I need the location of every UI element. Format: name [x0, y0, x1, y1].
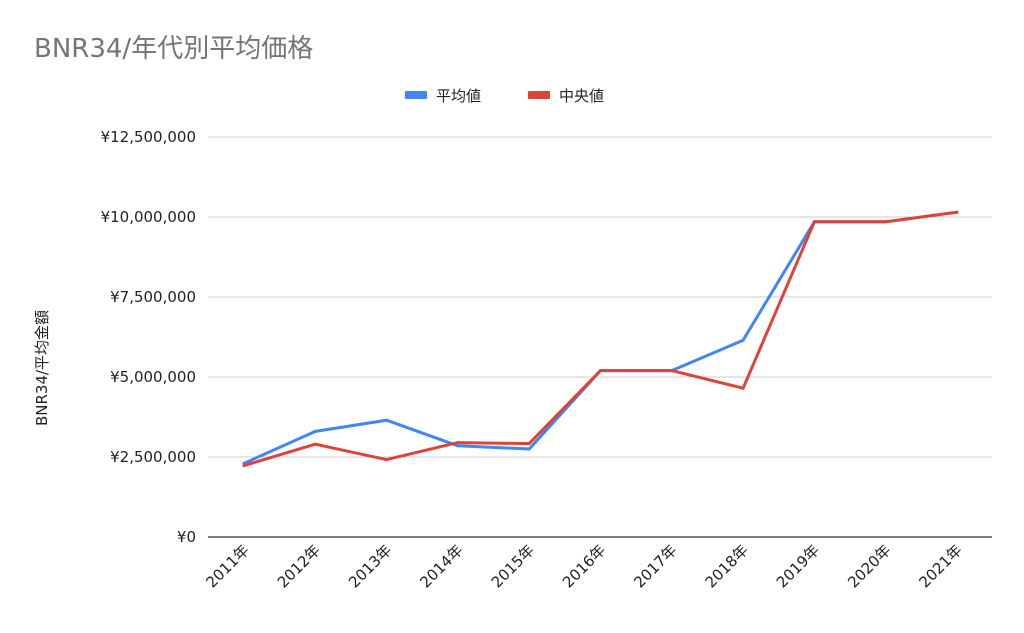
x-tick-label: 2016年 [559, 541, 609, 591]
data-point [741, 338, 745, 342]
x-tick-label: 2019年 [773, 541, 823, 591]
data-point [456, 444, 460, 448]
x-tick-label: 2017年 [630, 541, 680, 591]
y-tick-label: ¥12,500,000 [101, 128, 196, 146]
y-tick-label: ¥0 [177, 528, 196, 546]
x-tick-label: 2013年 [345, 541, 395, 591]
y-tick-label: ¥7,500,000 [110, 288, 196, 306]
chart-title: BNR34/年代別平均価格 [34, 34, 313, 64]
x-tick-label: 2011年 [202, 541, 252, 591]
legend-label: 中央値 [559, 87, 604, 105]
data-point [313, 442, 317, 446]
data-point [599, 369, 602, 373]
legend: 平均値 中央値 [405, 87, 604, 105]
data-point [456, 441, 460, 445]
data-point [741, 386, 745, 390]
y-axis-ticks: ¥0 ¥2,500,000 ¥5,000,000 ¥7,500,000 ¥10,000,… [101, 128, 196, 546]
x-tick-label: 2018年 [702, 541, 752, 591]
legend-swatch [405, 91, 427, 99]
series-lines [242, 210, 959, 468]
data-point [385, 418, 389, 422]
data-point [955, 210, 959, 214]
x-tick-label: 2015年 [488, 541, 538, 591]
data-point [385, 458, 389, 462]
data-point [670, 369, 674, 373]
data-point [884, 220, 888, 224]
gridlines [208, 136, 992, 538]
legend-label: 平均値 [436, 87, 481, 105]
x-tick-label: 2021年 [915, 541, 965, 591]
data-point [527, 447, 531, 451]
y-tick-label: ¥2,500,000 [110, 448, 196, 466]
x-tick-label: 2020年 [844, 541, 894, 591]
y-axis-label: BNR34/平均金額 [33, 310, 51, 426]
x-tick-label: 2012年 [274, 541, 324, 591]
data-point [313, 429, 317, 433]
data-point [527, 442, 531, 446]
legend-swatch [528, 91, 550, 99]
x-tick-label: 2014年 [416, 541, 466, 591]
y-tick-label: ¥10,000,000 [101, 208, 196, 226]
data-point [242, 464, 246, 468]
series-line-average [242, 210, 959, 465]
data-point [812, 220, 816, 224]
y-tick-label: ¥5,000,000 [110, 368, 196, 386]
x-axis-ticks: 2011年 2012年 2013年 2014年 2015年 2016年 2017年 2018年… [202, 541, 965, 591]
series-line-median [242, 210, 959, 468]
